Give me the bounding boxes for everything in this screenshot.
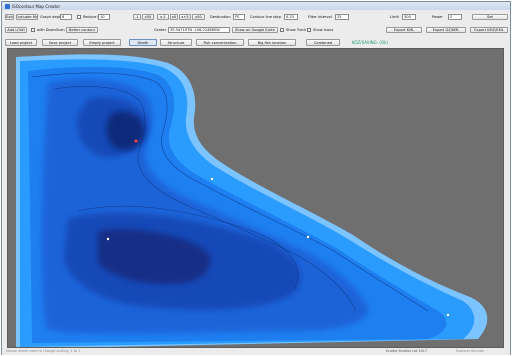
- destination-label: Destination: [210, 15, 231, 19]
- empty-project-button[interactable]: Empty project: [83, 39, 121, 46]
- add-lowi-button[interactable]: Add LOWI: [5, 27, 27, 33]
- filter-interval-label: Filter interval: [308, 15, 332, 19]
- better-contour-button[interactable]: Better contour: [66, 27, 98, 33]
- zoom-button[interactable]: x50: [192, 14, 205, 20]
- reduce-input[interactable]: 10: [98, 14, 110, 20]
- zoom-button[interactable]: x+5: [179, 14, 191, 20]
- limit-input[interactable]: 300: [402, 14, 416, 20]
- exit-button[interactable]: Exit: [5, 14, 14, 20]
- with-downscan-checkbox[interactable]: [31, 28, 35, 32]
- destination-input[interactable]: FE: [233, 14, 245, 20]
- set-button[interactable]: Set: [472, 14, 508, 20]
- center-coordinates-input[interactable]: 39.547197N -106.224685W: [168, 27, 230, 33]
- deep-zone-south: [98, 229, 211, 285]
- tab-combined[interactable]: Combined: [306, 39, 340, 46]
- tab-depth[interactable]: Depth: [129, 39, 157, 46]
- power-input[interactable]: 2: [448, 14, 462, 20]
- depth-map-canvas[interactable]: [7, 48, 504, 348]
- waypoint-marker[interactable]: [446, 313, 450, 317]
- contour-line: [77, 205, 299, 290]
- export-gz-kml-button[interactable]: Export GZ/KML: [426, 27, 466, 33]
- power-label: Power: [432, 15, 443, 19]
- title-bar: ISOcontour Map Creator: [2, 2, 510, 10]
- status-copyright-text: Ecodip Studios Ltd 2017: [386, 349, 428, 353]
- waypoint-marker[interactable]: [210, 177, 214, 181]
- waypoint-marker[interactable]: [306, 235, 310, 239]
- with-downscan-label: with DownScan: [37, 28, 65, 32]
- show-track-checkbox[interactable]: [280, 28, 284, 32]
- reduce-label: Reduce to: [83, 15, 102, 19]
- show-google-earth-button[interactable]: Show on Google Earth: [232, 27, 278, 33]
- lake-contour-map: [8, 49, 503, 347]
- status-extra-text: Explorer Bounds: [456, 349, 484, 353]
- save-project-button[interactable]: Save project: [42, 39, 78, 46]
- show-track-label: Show Track: [286, 28, 307, 32]
- window-title: ISOcontour Map Creator: [12, 3, 61, 9]
- zoom-button[interactable]: x50: [142, 14, 154, 20]
- zoom-button[interactable]: x0: [170, 14, 178, 20]
- load-project-button[interactable]: Load project: [5, 39, 37, 46]
- evaluate-file-button[interactable]: Evaluate file: [16, 14, 38, 20]
- waypoint-marker[interactable]: [134, 139, 138, 143]
- save-status-text: KOZ/SAVING: (Ok): [352, 40, 388, 45]
- deep-zone-north: [106, 111, 144, 151]
- center-label: Center: [154, 28, 167, 32]
- show-icons-checkbox[interactable]: [307, 28, 311, 32]
- zoom-button[interactable]: x-1: [157, 14, 169, 20]
- limit-label: Limit: [390, 15, 399, 19]
- show-icons-label: Show Icons: [313, 28, 334, 32]
- export-kml-button[interactable]: Export KML: [386, 27, 422, 33]
- zoom-button[interactable]: -1: [133, 14, 141, 20]
- status-bar: Mouse wheel used to change scaling, 1 to…: [2, 348, 510, 355]
- graph-depth-label: Graph depth: [40, 15, 63, 19]
- status-hint-text: Mouse wheel used to change scaling, 1 to…: [6, 349, 81, 353]
- contour-line: [53, 86, 357, 312]
- tab-structure[interactable]: Structure: [160, 39, 192, 46]
- graph-depth-input[interactable]: 8: [60, 14, 72, 20]
- tab-fish-concentration[interactable]: Fish concentration: [196, 39, 244, 46]
- tab-big-fish-location[interactable]: Big fish location: [248, 39, 296, 46]
- filter-interval-input[interactable]: 25: [335, 14, 349, 20]
- waypoint-marker[interactable]: [106, 237, 110, 241]
- export-kmz-kml-button[interactable]: Export KMZ/KML: [470, 27, 508, 33]
- contour-step-label: Contour line step: [250, 15, 281, 19]
- contour-line: [31, 72, 429, 312]
- contour-step-input[interactable]: 0.25: [284, 14, 298, 20]
- reduce-checkbox[interactable]: [77, 15, 81, 19]
- app-icon: [5, 3, 10, 9]
